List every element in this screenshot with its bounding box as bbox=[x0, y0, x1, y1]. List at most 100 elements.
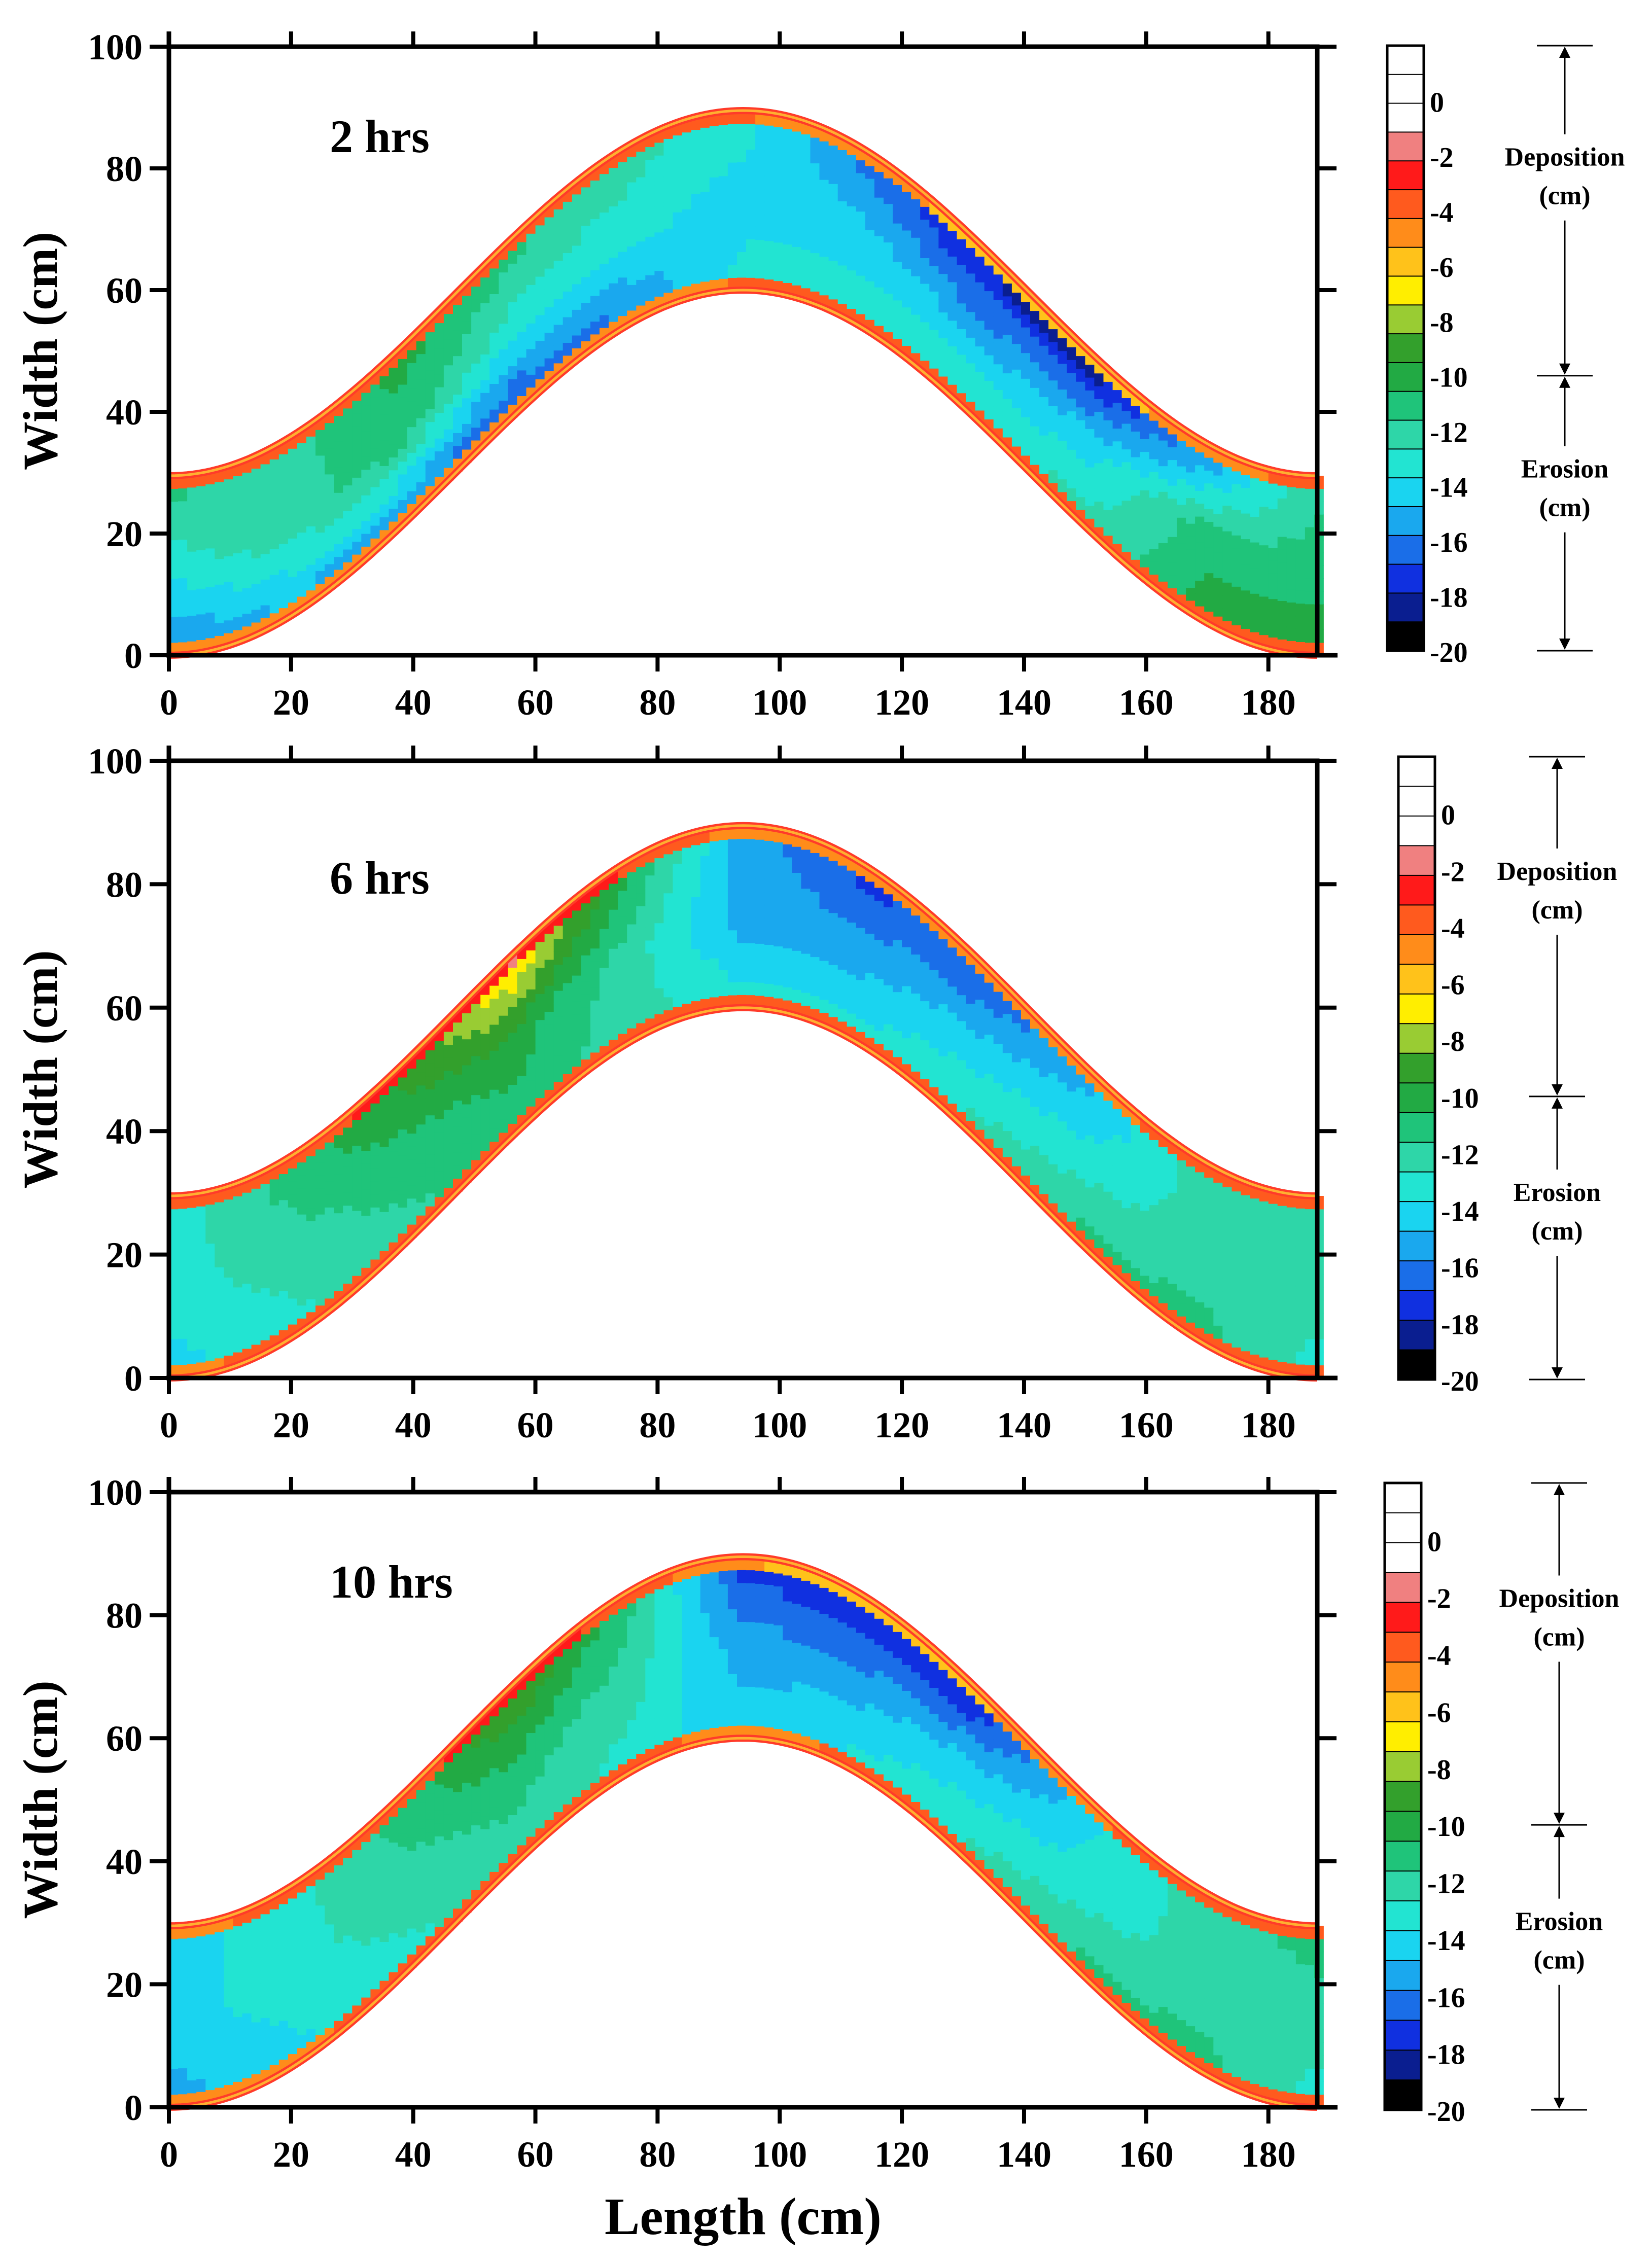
field-cell bbox=[343, 1896, 353, 1910]
field-cell bbox=[1232, 1321, 1242, 1335]
field-cell bbox=[1067, 1130, 1077, 1144]
field-cell bbox=[737, 1660, 747, 1674]
field-cell bbox=[1103, 1139, 1113, 1153]
field-cell bbox=[370, 422, 380, 436]
field-cell bbox=[1030, 349, 1040, 363]
field-cell bbox=[1067, 436, 1077, 450]
field-cell bbox=[187, 1233, 197, 1247]
field-cell bbox=[874, 1017, 884, 1031]
field-cell bbox=[1131, 1216, 1141, 1229]
field-cell bbox=[1039, 1181, 1049, 1194]
colorbar-tick-label: -14 bbox=[1430, 472, 1468, 504]
field-cell bbox=[1168, 1257, 1177, 1271]
field-cell bbox=[929, 304, 939, 317]
field-cell bbox=[902, 1781, 911, 1795]
field-cell bbox=[1094, 1105, 1104, 1118]
field-cell bbox=[434, 425, 444, 439]
field-cell bbox=[224, 594, 234, 608]
field-cell bbox=[874, 197, 884, 210]
field-cell bbox=[682, 847, 692, 861]
field-cell bbox=[755, 1609, 765, 1623]
field-cell bbox=[508, 993, 518, 1007]
field-cell bbox=[819, 141, 829, 155]
field-cell bbox=[1140, 464, 1150, 478]
field-cell bbox=[553, 260, 564, 274]
field-cell bbox=[572, 1014, 582, 1028]
field-cell bbox=[1149, 1191, 1159, 1206]
field-cell bbox=[1268, 509, 1278, 522]
field-cell bbox=[727, 149, 737, 163]
field-cell bbox=[884, 255, 893, 268]
field-cell bbox=[709, 1637, 719, 1650]
field-cell bbox=[251, 583, 261, 597]
field-cell bbox=[938, 1708, 948, 1722]
field-cell bbox=[178, 590, 188, 604]
field-cell bbox=[938, 286, 948, 300]
field-cell bbox=[553, 1669, 564, 1683]
field-cell bbox=[819, 1652, 829, 1666]
field-cell bbox=[682, 183, 692, 197]
field-cell bbox=[471, 1147, 481, 1160]
field-cell bbox=[334, 467, 343, 480]
field-cell bbox=[517, 267, 527, 281]
field-cell bbox=[269, 1179, 279, 1192]
field-cell bbox=[306, 1963, 316, 1977]
field-cell bbox=[618, 238, 627, 252]
field-cell bbox=[755, 969, 765, 983]
field-cell bbox=[1241, 1233, 1251, 1248]
field-cell bbox=[957, 1073, 967, 1086]
field-cell bbox=[389, 1842, 399, 1856]
field-cell bbox=[847, 244, 857, 258]
field-cell bbox=[260, 541, 270, 554]
field-cell bbox=[1048, 393, 1058, 406]
field-cell bbox=[1011, 1101, 1022, 1114]
field-cell bbox=[288, 448, 298, 462]
field-cell bbox=[792, 208, 802, 222]
field-cell bbox=[682, 273, 692, 287]
field-cell bbox=[1168, 562, 1177, 576]
field-cell bbox=[929, 943, 939, 958]
field-cell bbox=[727, 916, 737, 931]
field-cell bbox=[1168, 537, 1177, 550]
field-cell bbox=[874, 887, 884, 901]
field-cell bbox=[278, 453, 289, 467]
field-cell bbox=[389, 418, 399, 432]
field-cell bbox=[1241, 1208, 1251, 1221]
field-cell bbox=[755, 1583, 765, 1597]
field-cell bbox=[1011, 356, 1022, 370]
field-cell bbox=[609, 1730, 618, 1745]
field-cell bbox=[663, 997, 674, 1011]
field-cell bbox=[1140, 1145, 1150, 1159]
field-cell bbox=[242, 1309, 252, 1323]
field-cell bbox=[233, 501, 243, 515]
field-cell bbox=[352, 1223, 362, 1237]
field-cell bbox=[764, 202, 774, 216]
field-cell bbox=[553, 1798, 564, 1813]
field-cell bbox=[581, 264, 591, 277]
field-cell bbox=[819, 934, 829, 948]
field-cell bbox=[673, 1581, 683, 1595]
field-cell bbox=[1140, 515, 1150, 529]
field-cell bbox=[434, 348, 444, 362]
field-cell bbox=[361, 443, 371, 457]
field-cell bbox=[196, 1245, 206, 1259]
field-cell bbox=[407, 388, 417, 402]
field-cell bbox=[389, 482, 399, 496]
field-cell bbox=[856, 1736, 866, 1750]
field-cell bbox=[215, 558, 225, 572]
field-cell bbox=[233, 1977, 243, 1991]
field-cell bbox=[801, 275, 811, 289]
field-cell bbox=[462, 321, 472, 334]
field-cell bbox=[600, 186, 609, 200]
field-cell bbox=[737, 903, 747, 917]
field-cell bbox=[957, 1751, 967, 1765]
field-cell bbox=[746, 838, 756, 853]
field-cell bbox=[1268, 534, 1278, 548]
field-cell bbox=[205, 1973, 216, 1987]
field-cell bbox=[1021, 352, 1031, 366]
field-cell bbox=[425, 1793, 435, 1807]
field-cell bbox=[343, 1179, 353, 1193]
field-cell bbox=[462, 1156, 472, 1170]
field-cell bbox=[673, 928, 683, 942]
field-cell bbox=[893, 1735, 902, 1749]
